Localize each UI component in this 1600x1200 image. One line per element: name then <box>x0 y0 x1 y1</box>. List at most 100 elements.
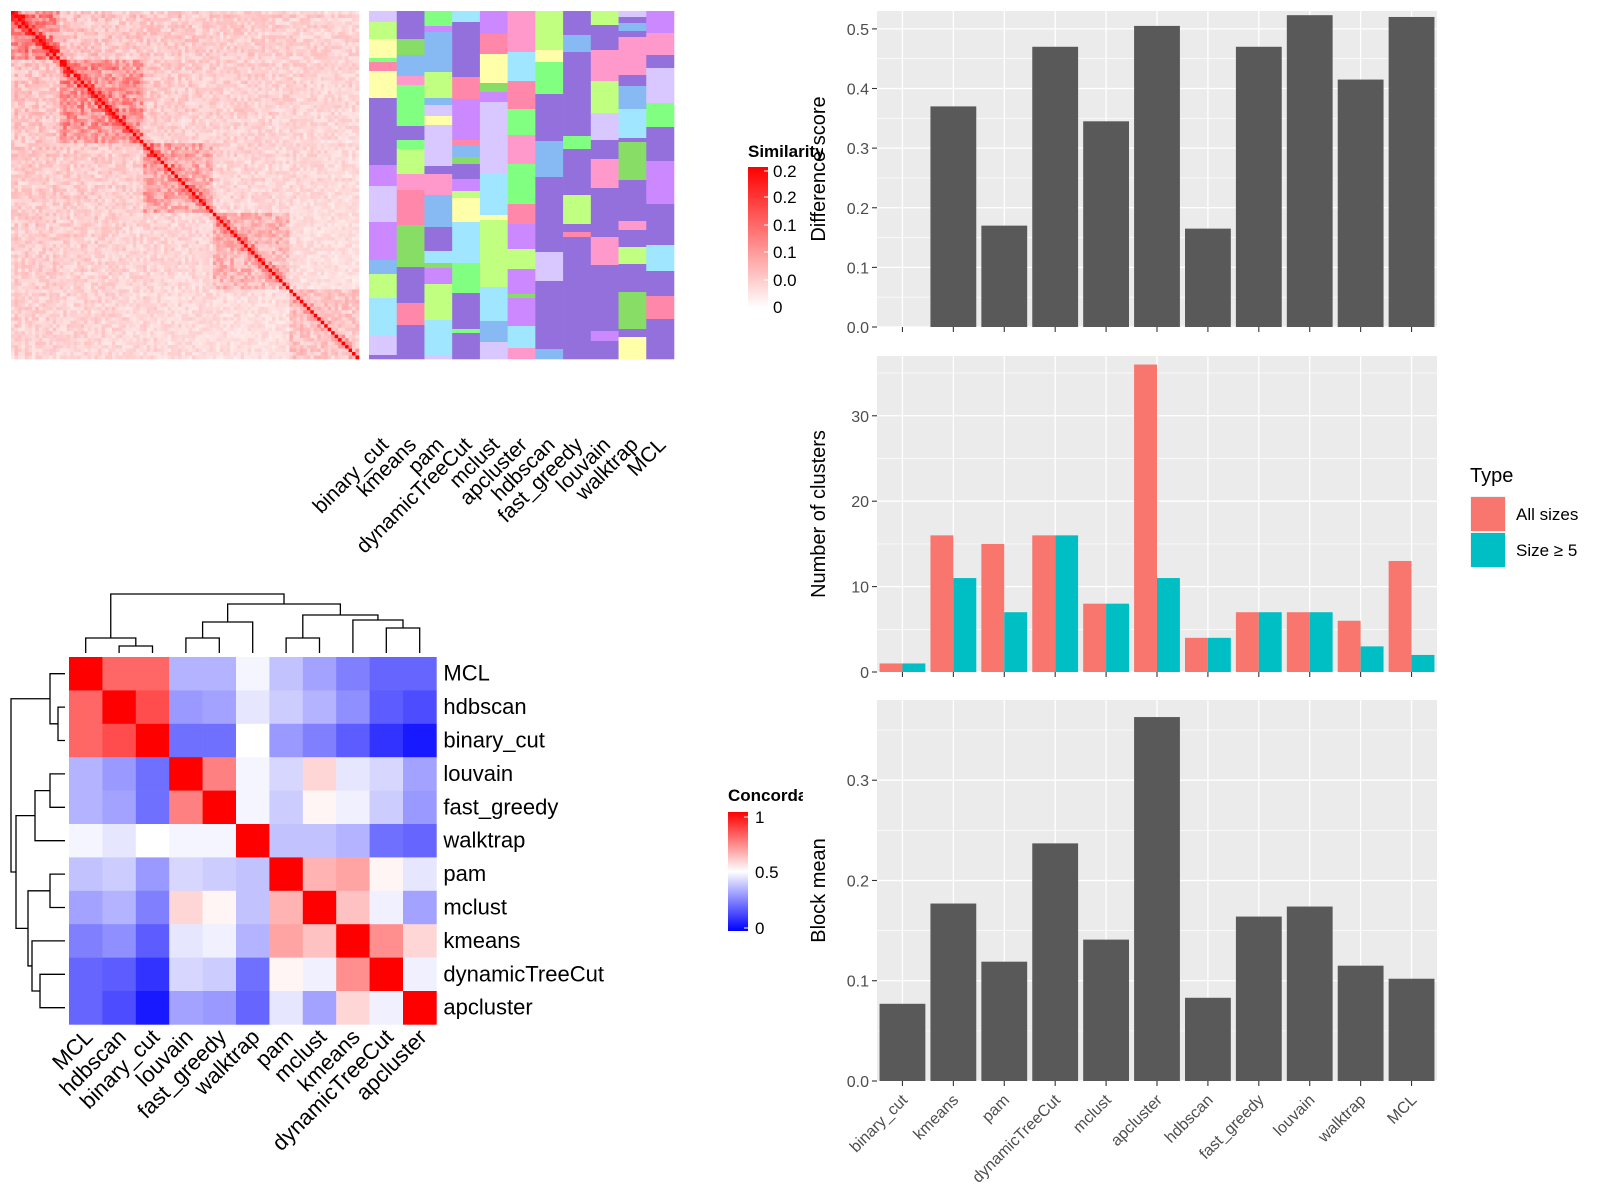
similarity-cell <box>87 174 92 179</box>
similarity-cell <box>251 111 255 116</box>
similarity-cell <box>143 28 148 33</box>
similarity-cell <box>66 87 71 92</box>
similarity-cell <box>132 59 137 64</box>
similarity-cell <box>247 45 252 50</box>
similarity-cell <box>178 143 182 148</box>
similarity-cell <box>261 153 266 158</box>
similarity-cell <box>66 11 71 15</box>
similarity-cell <box>334 52 339 57</box>
similarity-cell <box>181 174 186 179</box>
similarity-cell <box>251 80 255 85</box>
similarity-cell <box>285 42 290 47</box>
similarity-cell <box>244 38 248 43</box>
similarity-cell <box>104 42 109 47</box>
similarity-cell <box>327 59 332 64</box>
similarity-cell <box>111 160 116 165</box>
similarity-cell <box>341 70 346 74</box>
similarity-cell <box>171 178 175 182</box>
similarity-cell <box>233 31 238 36</box>
similarity-cell <box>122 66 127 71</box>
similarity-cell <box>171 160 175 165</box>
similarity-cell <box>299 143 304 148</box>
similarity-cell <box>268 104 273 109</box>
similarity-cell <box>254 160 259 165</box>
similarity-cell <box>212 21 217 26</box>
similarity-cell <box>35 70 40 74</box>
similarity-cell <box>143 70 148 74</box>
similarity-cell <box>98 49 102 54</box>
similarity-cell <box>306 153 311 158</box>
similarity-cell <box>150 84 154 88</box>
similarity-cell <box>80 56 85 61</box>
similarity-cell <box>45 157 50 161</box>
similarity-cell <box>198 115 203 120</box>
similarity-cell <box>70 178 74 182</box>
similarity-cell <box>272 101 276 106</box>
similarity-cell <box>146 77 151 81</box>
similarity-cell <box>122 59 127 64</box>
similarity-cell <box>268 129 273 134</box>
similarity-cell <box>278 49 283 54</box>
similarity-cell <box>150 45 154 50</box>
similarity-cell <box>115 56 120 61</box>
similarity-cell <box>24 157 29 161</box>
similarity-cell <box>212 11 217 15</box>
similarity-cell <box>157 63 161 67</box>
similarity-cell <box>108 143 113 148</box>
similarity-cell <box>303 101 308 106</box>
similarity-cell <box>261 35 266 40</box>
similarity-cell <box>258 146 262 151</box>
similarity-cell <box>247 49 252 54</box>
similarity-cell <box>275 118 280 123</box>
similarity-cell <box>251 104 255 109</box>
similarity-cell <box>160 164 165 168</box>
similarity-cell <box>143 104 148 109</box>
similarity-cell <box>289 143 294 148</box>
similarity-cell <box>42 178 47 182</box>
similarity-cell <box>24 160 29 165</box>
similarity-cell <box>251 59 255 64</box>
similarity-cell <box>317 104 322 109</box>
similarity-cell <box>258 70 262 74</box>
similarity-cell <box>157 14 161 19</box>
similarity-cell <box>146 35 151 40</box>
similarity-cell <box>45 160 50 165</box>
similarity-cell <box>77 174 81 179</box>
similarity-cell <box>174 56 179 61</box>
similarity-cell <box>153 153 158 158</box>
similarity-cell <box>160 80 165 85</box>
similarity-cell <box>272 38 276 43</box>
similarity-cell <box>66 115 71 120</box>
similarity-cell <box>35 129 40 134</box>
similarity-cell <box>202 87 207 92</box>
similarity-cell <box>219 49 224 54</box>
similarity-cell <box>94 153 99 158</box>
similarity-cell <box>254 52 259 57</box>
similarity-cell <box>146 28 151 33</box>
similarity-cell <box>181 122 186 127</box>
similarity-cell <box>181 42 186 47</box>
similarity-cell <box>125 45 130 50</box>
similarity-cell <box>258 171 262 175</box>
similarity-cell <box>77 167 81 172</box>
similarity-cell <box>21 84 26 88</box>
similarity-cell <box>205 164 210 168</box>
similarity-cell <box>251 132 255 137</box>
similarity-cell <box>153 181 158 186</box>
similarity-cell <box>146 146 151 151</box>
similarity-cell <box>42 84 47 88</box>
similarity-cell <box>345 91 349 95</box>
similarity-cell <box>258 80 262 85</box>
similarity-cell <box>14 118 19 123</box>
similarity-cell <box>122 24 127 29</box>
similarity-cell <box>355 94 360 99</box>
similarity-cell <box>125 77 130 81</box>
similarity-cell <box>178 17 182 22</box>
similarity-cell <box>226 66 231 71</box>
similarity-cell <box>226 87 231 92</box>
similarity-cell <box>14 56 19 61</box>
similarity-cell <box>233 98 238 102</box>
similarity-cell <box>111 139 116 144</box>
similarity-cell <box>21 80 26 85</box>
similarity-cell <box>205 178 210 182</box>
